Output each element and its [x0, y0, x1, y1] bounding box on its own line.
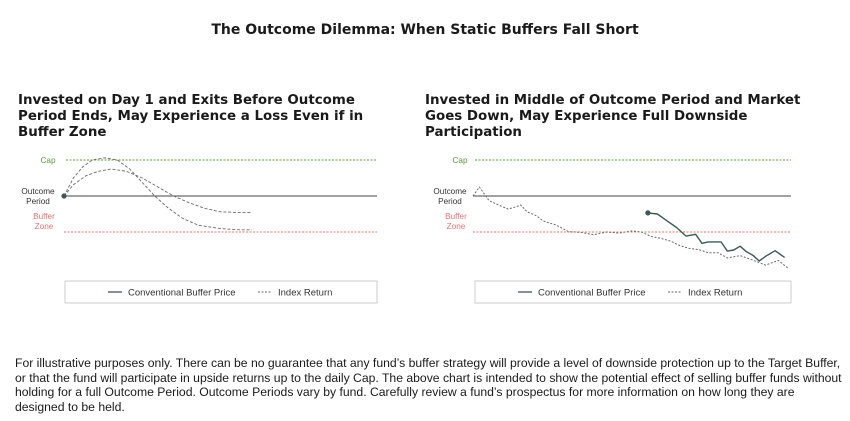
page-title: The Outcome Dilemma: When Static Buffers… — [211, 22, 639, 38]
outcome-label-line1: Outcome — [21, 187, 55, 196]
buffer-label-line2: Zone — [35, 222, 54, 231]
left-chart-title: Invested on Day 1 and Exits Before Outco… — [18, 93, 364, 140]
start-marker — [61, 193, 67, 199]
legend-buffer-label: Conventional Buffer Price — [128, 288, 236, 299]
legend-index-label: Index Return — [688, 288, 742, 299]
index-return-line — [63, 157, 252, 231]
outcome-label-line2: Period — [438, 197, 462, 206]
buffer-label-line1: Buffer — [33, 212, 55, 221]
buffer-label-line2: Zone — [447, 222, 466, 231]
buffer-price-line — [647, 212, 786, 262]
buffer-price-line — [63, 168, 252, 213]
outcome-label-line2: Period — [26, 197, 50, 206]
legend-index-label: Index Return — [278, 288, 332, 299]
legend-box — [474, 280, 792, 304]
legend-buffer-label: Conventional Buffer Price — [538, 288, 646, 299]
buffer-label-line1: Buffer — [445, 212, 467, 221]
cap-label: Cap — [452, 156, 467, 165]
cap-label: Cap — [40, 156, 55, 165]
disclaimer-text: For illustrative purposes only. There ca… — [15, 356, 842, 414]
outcome-label-line1: Outcome — [433, 187, 467, 196]
right-chart-title: Invested in Middle of Outcome Period and… — [425, 93, 801, 140]
index-return-line — [472, 186, 789, 269]
legend-box — [64, 280, 378, 304]
start-marker — [645, 210, 651, 216]
